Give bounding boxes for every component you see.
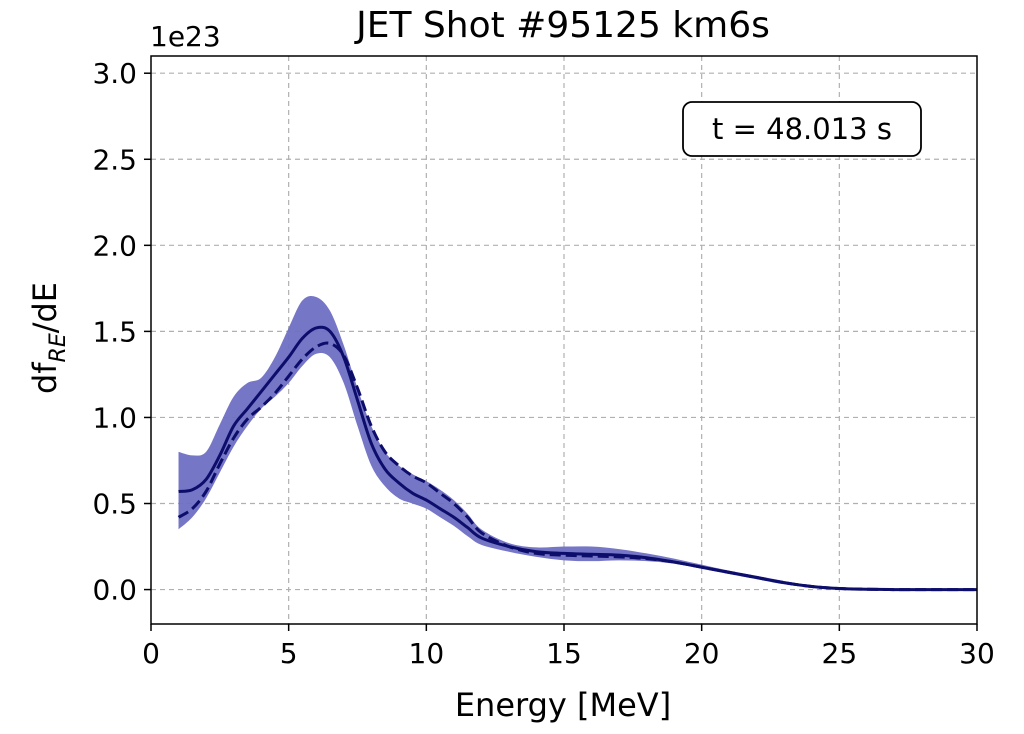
y-tick-label-6: 3.0 (92, 57, 137, 90)
chart-title: JET Shot #95125 km6s (354, 5, 770, 46)
x-tick-label-0: 0 (142, 637, 160, 670)
y-axis-label: dfRE/dE (26, 282, 71, 394)
ticks: 0 5 10 15 20 25 30 0.0 0.5 1.0 1.5 2.0 2.5 3.0 (92, 57, 994, 670)
x-tick-label-3: 15 (546, 637, 582, 670)
y-axis-label-main: df (26, 362, 64, 394)
x-tick-label-2: 10 (409, 637, 445, 670)
y-tick-label-5: 2.5 (92, 143, 137, 176)
series-layer (177, 325, 977, 592)
y-tick-label-0: 0.0 (92, 574, 137, 607)
time-annotation: t = 48.013 s (682, 101, 922, 157)
y-axis-label-tail: /dE (26, 282, 64, 333)
x-tick-label-6: 30 (959, 637, 995, 670)
y-tick-label-1: 0.5 (92, 488, 137, 521)
x-tick-label-4: 20 (684, 637, 720, 670)
y-offset-text: 1e23 (150, 20, 221, 53)
y-tick-label-2: 1.0 (92, 401, 137, 434)
annotation-text: t = 48.013 s (712, 112, 892, 146)
y-tick-label-3: 1.5 (92, 315, 137, 348)
y-tick-label-4: 2.0 (92, 229, 137, 262)
x-tick-label-1: 5 (280, 637, 298, 670)
y-axis-label-subscript: RE (46, 333, 71, 362)
x-tick-label-5: 25 (822, 637, 858, 670)
annotation-box (682, 101, 922, 157)
series-line-dashed (177, 341, 977, 592)
x-axis-label: Energy [MeV] (455, 686, 671, 724)
